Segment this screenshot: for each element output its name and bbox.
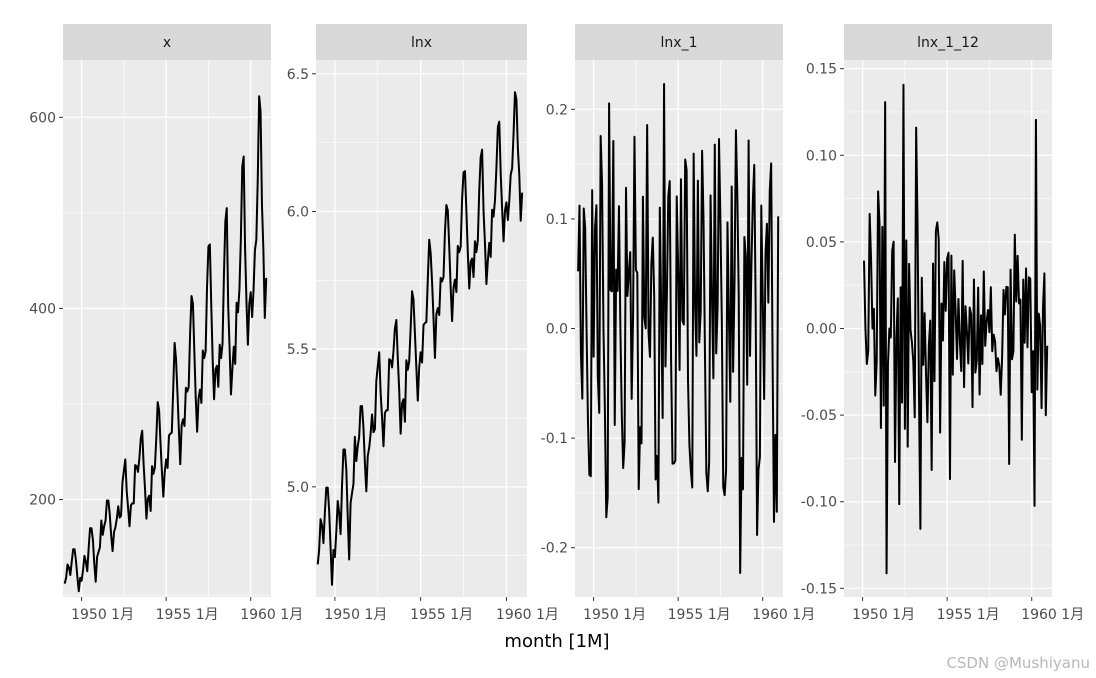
y-tick-label: 0.1	[546, 212, 568, 228]
facet-strip	[575, 24, 783, 60]
facet-title: lnx_1_12	[917, 35, 979, 51]
panel-background	[63, 60, 271, 597]
facet-title: lnx_1	[661, 35, 698, 51]
x-tick-label: 1950 1月	[852, 607, 915, 623]
x-tick-label: 1960 1月	[752, 607, 815, 623]
x-tick-label: 1960 1月	[496, 607, 559, 623]
facet-title: x	[163, 35, 171, 51]
x-axis-title: month [1M]	[504, 631, 609, 652]
series-line-lnx_1	[577, 82, 780, 575]
y-tick-label: 0.15	[806, 62, 837, 78]
x-tick-label: 1955 1月	[668, 607, 731, 623]
y-tick-label: -0.05	[801, 408, 837, 424]
series-line-x	[63, 95, 268, 593]
y-tick-label: 6.0	[287, 204, 309, 220]
x-tick-label: 1950 1月	[583, 607, 646, 623]
y-tick-label: 0.10	[806, 148, 837, 164]
facet-strip	[844, 24, 1052, 60]
x-tick-label: 1950 1月	[324, 607, 387, 623]
y-tick-label: 0.05	[806, 235, 837, 251]
y-tick-label: -0.15	[801, 581, 837, 597]
y-tick-label: -0.10	[801, 495, 837, 511]
y-tick-label: 5.5	[287, 342, 309, 358]
y-tick-label: 200	[29, 493, 56, 509]
x-tick-label: 1955 1月	[410, 607, 473, 623]
y-tick-label: 6.5	[287, 67, 309, 83]
y-tick-label: -0.2	[541, 541, 568, 557]
x-tick-label: 1955 1月	[156, 607, 219, 623]
watermark: CSDN @Mushiyanu	[946, 654, 1090, 672]
x-tick-label: 1950 1月	[71, 607, 134, 623]
y-tick-label: -0.1	[541, 431, 568, 447]
facet-title: lnx	[411, 35, 432, 51]
y-tick-label: 600	[29, 110, 56, 126]
y-tick-label: 0.2	[546, 102, 568, 118]
x-tick-label: 1960 1月	[1021, 607, 1084, 623]
facet-strip	[63, 24, 271, 60]
y-tick-label: 0.0	[546, 322, 568, 338]
facet-strip	[316, 24, 527, 60]
x-tick-label: 1955 1月	[937, 607, 1000, 623]
series-line-lnx_1_12	[863, 83, 1049, 575]
y-tick-label: 0.00	[806, 322, 837, 338]
x-tick-label: 1960 1月	[240, 607, 303, 623]
series-line-lnx	[316, 91, 524, 586]
y-tick-label: 5.0	[287, 480, 309, 496]
y-tick-label: 400	[29, 301, 56, 317]
